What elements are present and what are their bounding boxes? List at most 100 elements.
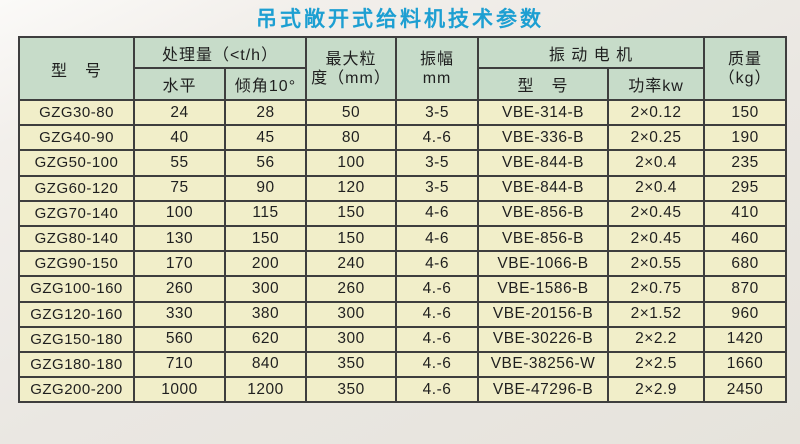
cell-capacity-incline: 56 <box>223 149 308 177</box>
col-header-motor-model: 型 号 <box>477 67 610 101</box>
cell-capacity-horizontal: 75 <box>133 174 226 202</box>
cell-mass: 235 <box>703 149 788 177</box>
cell-model: GZG60-120 <box>18 174 135 202</box>
cell-capacity-horizontal: 560 <box>133 325 226 353</box>
cell-motor-power: 2×0.12 <box>607 98 706 127</box>
cell-motor-power: 2×0.75 <box>607 275 706 303</box>
cell-capacity-incline: 28 <box>223 98 308 127</box>
cell-amplitude: 4-6 <box>395 250 480 278</box>
cell-amplitude: 4.-6 <box>395 275 480 303</box>
cell-amplitude: 4.-6 <box>395 350 480 379</box>
page-title: 吊式敞开式给料机技术参数 <box>256 8 544 31</box>
cell-amplitude: 3-5 <box>395 149 480 177</box>
col-header-amplitude-line1: 振幅 <box>420 50 455 68</box>
cell-model: GZG40-90 <box>18 124 135 152</box>
cell-capacity-horizontal: 260 <box>133 275 226 303</box>
col-header-mass-line1: 质量 <box>728 50 763 68</box>
cell-mass: 960 <box>703 300 788 328</box>
cell-model: GZG80-140 <box>18 224 135 253</box>
cell-motor-model: VBE-844-B <box>477 149 610 177</box>
cell-capacity-incline: 45 <box>223 124 308 152</box>
cell-model: GZG120-160 <box>18 300 135 328</box>
spec-table: 型 号 处理量（<t/h） 最大粒 度（mm） 振幅 mm 振 动 电 机 质量… <box>18 36 788 404</box>
cell-model: GZG150-180 <box>18 325 135 353</box>
cell-mass: 410 <box>703 199 788 227</box>
cell-capacity-horizontal: 55 <box>133 149 226 177</box>
cell-max-size: 50 <box>305 98 398 127</box>
cell-amplitude: 3-5 <box>395 174 480 202</box>
cell-motor-model: VBE-336-B <box>477 124 610 152</box>
cell-motor-model: VBE-30226-B <box>477 325 610 353</box>
cell-max-size: 300 <box>305 325 398 353</box>
table-row: GZG100-160 260 300 260 4.-6 VBE-1586-B 2… <box>18 275 788 303</box>
cell-motor-power: 2×0.55 <box>607 250 706 278</box>
cell-capacity-horizontal: 40 <box>133 124 226 152</box>
cell-amplitude: 4-6 <box>395 224 480 253</box>
cell-capacity-horizontal: 170 <box>133 250 226 278</box>
cell-mass: 1660 <box>703 350 788 379</box>
cell-mass: 680 <box>703 250 788 278</box>
cell-motor-model: VBE-856-B <box>477 199 610 227</box>
cell-mass: 150 <box>703 98 788 127</box>
cell-motor-power: 2×0.25 <box>607 124 706 152</box>
cell-motor-model: VBE-38256-W <box>477 350 610 379</box>
cell-capacity-incline: 115 <box>223 199 308 227</box>
cell-mass: 190 <box>703 124 788 152</box>
cell-capacity-incline: 620 <box>223 325 308 353</box>
cell-max-size: 240 <box>305 250 398 278</box>
col-header-mass: 质量 （kg） <box>703 36 788 101</box>
cell-capacity-incline: 90 <box>223 174 308 202</box>
table-row: GZG40-90 40 45 80 4.-6 VBE-336-B 2×0.25 … <box>18 124 788 152</box>
cell-model: GZG50-100 <box>18 149 135 177</box>
cell-motor-model: VBE-1586-B <box>477 275 610 303</box>
cell-capacity-horizontal: 130 <box>133 224 226 253</box>
table-row: GZG60-120 75 90 120 3-5 VBE-844-B 2×0.4 … <box>18 174 788 202</box>
cell-mass: 870 <box>703 275 788 303</box>
table-row: GZG150-180 560 620 300 4.-6 VBE-30226-B … <box>18 325 788 353</box>
col-header-capacity-horizontal: 水平 <box>133 67 226 101</box>
cell-capacity-horizontal: 330 <box>133 300 226 328</box>
cell-capacity-incline: 300 <box>223 275 308 303</box>
table-row: GZG180-180 710 840 350 4.-6 VBE-38256-W … <box>18 350 788 379</box>
col-header-max-size-line1: 最大粒 <box>325 50 377 68</box>
table-row: GZG120-160 330 380 300 4.-6 VBE-20156-B … <box>18 300 788 328</box>
col-header-model: 型 号 <box>18 36 135 101</box>
col-header-motor-power: 功率kw <box>607 67 706 101</box>
cell-max-size: 300 <box>305 300 398 328</box>
cell-mass: 1420 <box>703 325 788 353</box>
col-header-mass-line2: （kg） <box>718 69 772 87</box>
cell-motor-model: VBE-20156-B <box>477 300 610 328</box>
cell-motor-power: 2×0.4 <box>607 174 706 202</box>
col-header-max-size: 最大粒 度（mm） <box>305 36 398 101</box>
cell-capacity-incline: 380 <box>223 300 308 328</box>
cell-motor-model: VBE-844-B <box>477 174 610 202</box>
table-row: GZG200-200 1000 1200 350 4.-6 VBE-47296-… <box>18 376 788 404</box>
cell-model: GZG90-150 <box>18 250 135 278</box>
cell-max-size: 120 <box>305 174 398 202</box>
table-body: GZG30-80 24 28 50 3-5 VBE-314-B 2×0.12 1… <box>18 98 788 404</box>
cell-model: GZG30-80 <box>18 98 135 127</box>
cell-motor-model: VBE-1066-B <box>477 250 610 278</box>
cell-amplitude: 4.-6 <box>395 300 480 328</box>
col-header-capacity-incline: 倾角10° <box>223 67 308 101</box>
cell-max-size: 350 <box>305 376 398 404</box>
cell-amplitude: 4.-6 <box>395 124 480 152</box>
cell-model: GZG70-140 <box>18 199 135 227</box>
cell-motor-power: 2×2.5 <box>607 350 706 379</box>
cell-capacity-horizontal: 24 <box>133 98 226 127</box>
cell-motor-model: VBE-314-B <box>477 98 610 127</box>
cell-capacity-incline: 150 <box>223 224 308 253</box>
cell-mass: 460 <box>703 224 788 253</box>
cell-model: GZG180-180 <box>18 350 135 379</box>
table-row: GZG80-140 130 150 150 4-6 VBE-856-B 2×0.… <box>18 224 788 253</box>
cell-mass: 295 <box>703 174 788 202</box>
col-header-amplitude: 振幅 mm <box>395 36 480 101</box>
table-row: GZG30-80 24 28 50 3-5 VBE-314-B 2×0.12 1… <box>18 98 788 127</box>
cell-amplitude: 4.-6 <box>395 325 480 353</box>
cell-max-size: 350 <box>305 350 398 379</box>
cell-motor-power: 2×0.45 <box>607 224 706 253</box>
table-row: GZG70-140 100 115 150 4-6 VBE-856-B 2×0.… <box>18 199 788 227</box>
cell-motor-power: 2×2.9 <box>607 376 706 404</box>
cell-mass: 2450 <box>703 376 788 404</box>
cell-capacity-incline: 1200 <box>223 376 308 404</box>
